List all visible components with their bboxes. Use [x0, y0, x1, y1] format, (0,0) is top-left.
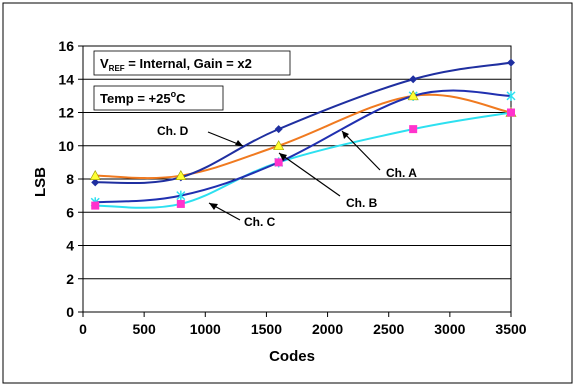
callout-arrowhead-ch-d: [235, 140, 243, 146]
annotation-vref-main: V: [100, 56, 109, 71]
annotation-vref-sub: REF: [109, 64, 125, 73]
x-tick-label-2000: 2000: [312, 321, 343, 337]
x-tick-label-1000: 1000: [190, 321, 221, 337]
series-line-ch-a: [95, 93, 512, 180]
callout-label-ch-a: Ch. A: [386, 166, 417, 180]
callout-arrow-ch-a: [341, 130, 381, 171]
marker-ch-a-1: [175, 170, 187, 180]
callout-ch-a: Ch. A: [341, 130, 417, 180]
x-tick-label-3000: 3000: [434, 321, 465, 337]
annotation-text-2: Temp = +25oC: [100, 89, 186, 106]
x-tick-label-500: 500: [132, 321, 156, 337]
callout-ch-c: Ch. C: [208, 202, 276, 229]
y-tick-label-8: 8: [66, 171, 74, 187]
marker-ch-d-3: [409, 75, 418, 84]
marker-ch-c-0: [91, 201, 100, 210]
y-tick-label-6: 6: [66, 204, 74, 220]
y-tick-label-12: 12: [58, 105, 74, 121]
marker-ch-d-2: [274, 125, 283, 134]
callout-ch-d: Ch. D: [157, 124, 244, 147]
annotation-vref-rest: = Internal, Gain = x2: [125, 56, 252, 71]
y-tick-label-0: 0: [66, 304, 74, 320]
marker-ch-a-3: [407, 90, 419, 101]
callout-arrowhead-ch-c: [209, 203, 218, 210]
y-axis-title: LSB: [32, 167, 49, 197]
annotation-temp-main: Temp = +25: [100, 91, 171, 106]
series-line-ch-b: [95, 89, 512, 204]
callout-label-ch-c: Ch. C: [244, 215, 276, 229]
marker-ch-a-0: [89, 170, 101, 180]
marker-ch-c-4: [507, 108, 515, 117]
y-tick-label-2: 2: [66, 271, 74, 287]
marker-ch-c-3: [409, 125, 418, 134]
annotation-box-1: [93, 50, 291, 76]
x-tick-label-3500: 3500: [495, 321, 526, 337]
y-tick-label-10: 10: [58, 138, 74, 154]
callout-arrowhead-ch-a: [342, 131, 349, 139]
x-tick-label-2500: 2500: [373, 321, 404, 337]
callout-label-ch-d: Ch. D: [157, 124, 189, 138]
marker-ch-c-2: [274, 158, 283, 167]
y-tick-label-16: 16: [58, 38, 74, 54]
callout-ch-b: Ch. B: [278, 152, 378, 210]
marker-ch-b-4: [506, 90, 516, 101]
annotation-temp-rest: C: [176, 91, 186, 106]
annotation-box-2: [93, 85, 224, 111]
x-axis-title: Codes: [269, 348, 315, 365]
x-tick-label-0: 0: [79, 321, 87, 337]
marker-ch-d-4: [507, 58, 515, 67]
marker-ch-d-0: [91, 178, 100, 187]
y-tick-labels: 0 2 4 6 8 10 12 14 16: [58, 38, 83, 320]
annotation-temp-sup: o: [171, 89, 177, 99]
y-tick-label-14: 14: [58, 71, 74, 87]
callout-label-ch-b: Ch. B: [346, 196, 378, 210]
callout-arrow-ch-b: [278, 152, 341, 197]
marker-layer: [89, 58, 517, 210]
marker-ch-a-2: [273, 140, 285, 151]
x-tick-label-1500: 1500: [251, 321, 282, 337]
marker-ch-c-1: [176, 199, 185, 208]
annotation-vref-gain: VREF = Internal, Gain = x2: [93, 50, 291, 76]
x-tick-labels: 0 500 1000 1500 2000 2500 3000 3500: [79, 312, 527, 337]
y-tick-label-4: 4: [66, 238, 74, 254]
marker-ch-b-1: [176, 190, 186, 201]
annotation-text-1: VREF = Internal, Gain = x2: [100, 56, 252, 73]
callout-arrowhead-ch-b: [279, 153, 287, 161]
annotation-temp: Temp = +25oC: [93, 85, 224, 111]
grid-layer: [83, 78, 511, 280]
